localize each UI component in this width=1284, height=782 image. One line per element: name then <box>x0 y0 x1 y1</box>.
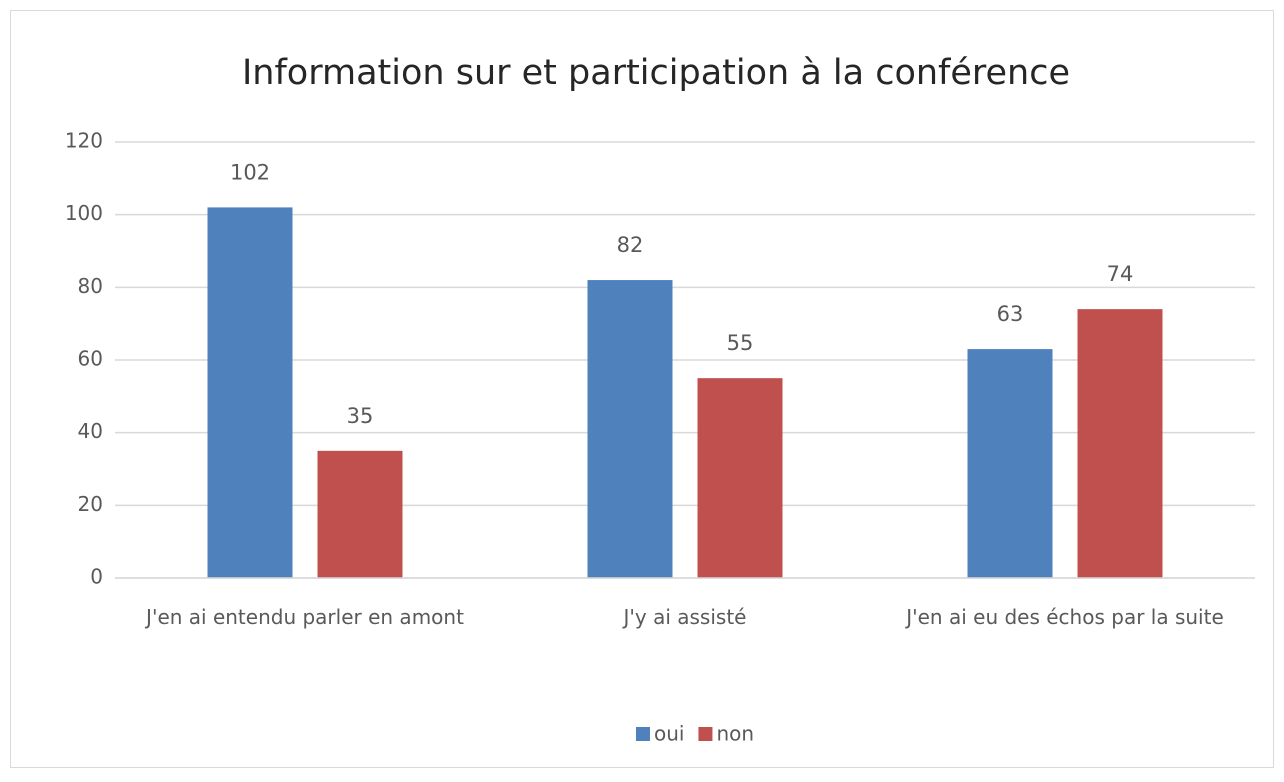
legend-label: oui <box>654 722 684 746</box>
bar <box>1077 309 1163 578</box>
legend-swatch <box>635 727 650 741</box>
x-tick-line: J'y ai assisté <box>622 605 747 629</box>
x-tick-line: J'en ai entendu parler en amont <box>144 605 464 629</box>
chart-title: Information sur et participation à la co… <box>242 53 1070 93</box>
data-label: 82 <box>617 233 644 257</box>
y-tick-label: 60 <box>78 347 103 371</box>
bar <box>207 207 293 578</box>
bar <box>967 349 1053 578</box>
data-label: 102 <box>230 160 270 184</box>
y-tick-label: 20 <box>78 492 103 516</box>
y-tick-label: 40 <box>78 419 103 443</box>
y-tick-label: 0 <box>90 565 103 589</box>
legend: oui non <box>635 722 754 746</box>
x-tick-label: J'en ai eu des échos par la suite <box>904 605 1224 629</box>
data-label: 55 <box>727 331 754 355</box>
bar <box>697 378 783 578</box>
x-tick-label: J'y ai assisté <box>622 605 747 629</box>
x-tick-label: J'en ai entendu parler en amont <box>144 605 464 629</box>
legend-label: non <box>716 722 754 746</box>
data-label: 63 <box>997 302 1024 326</box>
bar <box>587 280 673 578</box>
bar <box>317 450 403 578</box>
x-tick-line: J'en ai eu des échos par la suite <box>904 605 1224 629</box>
y-tick-label: 80 <box>78 274 103 298</box>
y-tick-label: 100 <box>65 201 103 225</box>
data-label: 74 <box>1107 262 1134 286</box>
y-tick-label: 120 <box>65 129 103 153</box>
legend-swatch <box>698 727 713 741</box>
data-label: 35 <box>347 404 374 428</box>
